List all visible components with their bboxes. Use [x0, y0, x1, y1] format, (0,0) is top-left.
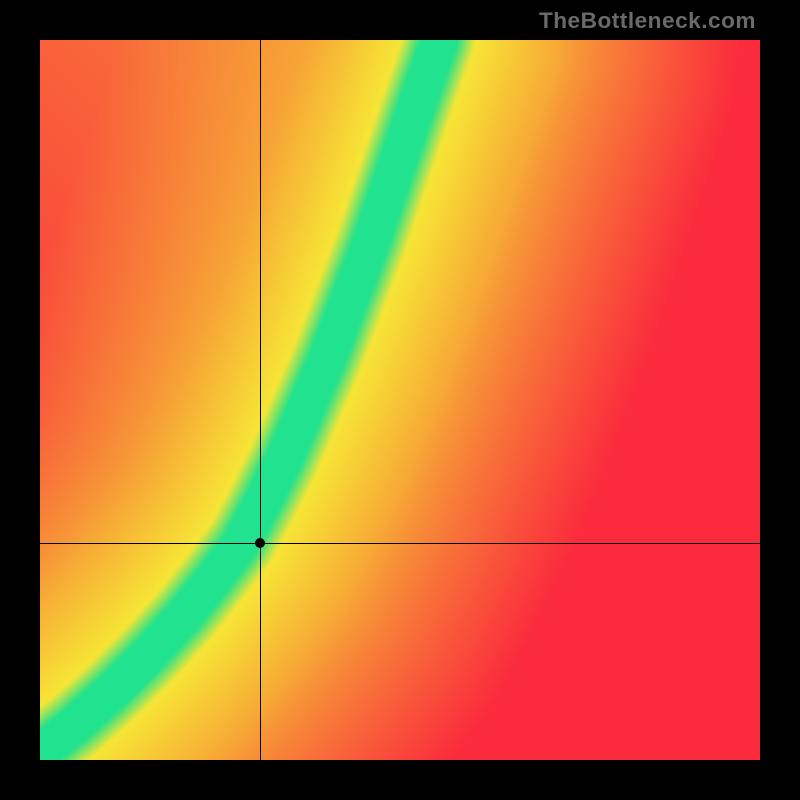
- crosshair-vertical: [260, 40, 261, 760]
- watermark-label: TheBottleneck.com: [539, 8, 756, 34]
- crosshair-horizontal: [40, 543, 760, 544]
- chart-frame: TheBottleneck.com: [0, 0, 800, 800]
- heatmap-plot: [40, 40, 760, 760]
- crosshair-marker: [255, 538, 265, 548]
- heatmap-canvas: [40, 40, 760, 760]
